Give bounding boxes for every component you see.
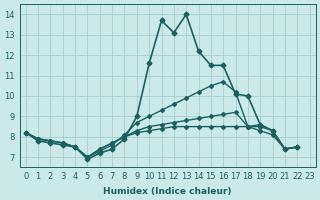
- X-axis label: Humidex (Indice chaleur): Humidex (Indice chaleur): [103, 187, 232, 196]
